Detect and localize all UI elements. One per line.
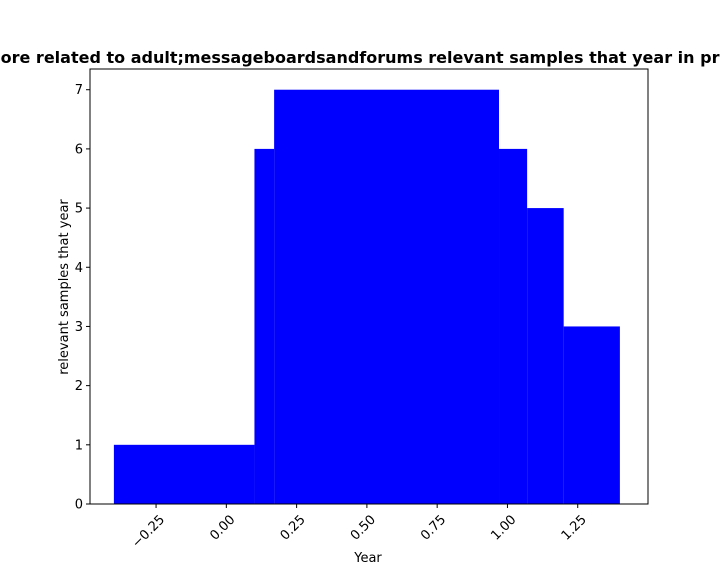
chart-title: ore related to adult;messageboardsandfor…	[1, 48, 720, 67]
y-tick-label: 5	[75, 202, 83, 217]
bar-3	[499, 148, 528, 505]
y-tick-label: 7	[75, 83, 83, 98]
x-tick-label: 0.50	[348, 512, 379, 543]
x-tick-label: 0.00	[207, 512, 238, 543]
x-tick-label: −0.25	[129, 512, 168, 551]
y-tick-label: 3	[75, 320, 83, 335]
x-axis-ticks: −0.25 0.00 0.25 0.50 0.75 1.00 1.25	[129, 504, 590, 551]
y-tick-label: 1	[75, 438, 83, 453]
bars-group	[113, 89, 620, 505]
y-tick-label: 4	[75, 261, 83, 276]
x-tick-label: 1.00	[488, 512, 519, 543]
y-axis-ticks: 0 1 2 3 4 5 6 7	[75, 83, 90, 513]
x-tick-label: 0.75	[418, 512, 449, 543]
y-tick-label: 2	[75, 379, 83, 394]
bar-0	[113, 444, 255, 504]
x-tick-label: 0.25	[278, 512, 309, 543]
bar-5	[563, 326, 620, 504]
bar-2	[274, 89, 500, 504]
y-tick-label: 0	[75, 498, 83, 513]
x-axis-label: Year	[353, 551, 382, 566]
plot-frame	[89, 68, 649, 505]
bar-4	[527, 208, 564, 504]
bar-1	[254, 148, 275, 505]
y-tick-label: 6	[75, 142, 83, 157]
x-tick-label: 1.25	[559, 512, 590, 543]
y-axis-label: relevant samples that year	[57, 199, 72, 375]
